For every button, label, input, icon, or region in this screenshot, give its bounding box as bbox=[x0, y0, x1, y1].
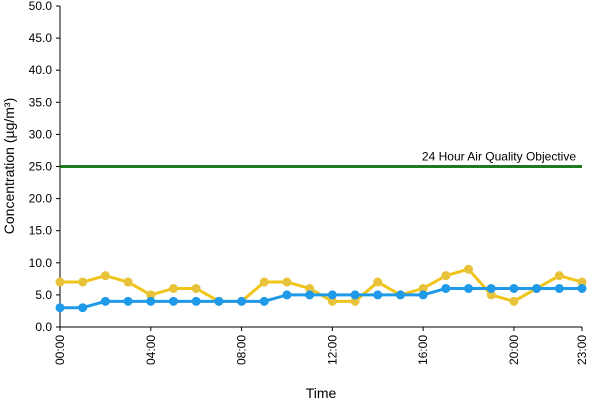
y-tick-label: 0.0 bbox=[35, 320, 52, 334]
x-tick-label: 16:00 bbox=[416, 335, 430, 365]
y-tick-label: 15.0 bbox=[29, 224, 53, 238]
series-1-point bbox=[100, 271, 110, 281]
series-2-point bbox=[554, 283, 564, 293]
series-1-point bbox=[441, 271, 451, 281]
y-tick-label: 25.0 bbox=[29, 160, 53, 174]
series-2-point bbox=[486, 283, 496, 293]
series-2-point bbox=[168, 296, 178, 306]
series-1-point bbox=[373, 277, 383, 287]
series-2-point bbox=[327, 290, 337, 300]
series-1-point bbox=[282, 277, 292, 287]
series-2-point bbox=[146, 296, 156, 306]
series-2-point bbox=[282, 290, 292, 300]
x-tick-label: 04:00 bbox=[144, 335, 158, 365]
series-2-point bbox=[464, 283, 474, 293]
series-1-point bbox=[123, 277, 133, 287]
series-2-point bbox=[55, 303, 65, 313]
series-2-point bbox=[373, 290, 383, 300]
axes bbox=[56, 5, 583, 331]
series-1-point bbox=[509, 296, 519, 306]
y-tick-label: 35.0 bbox=[29, 95, 53, 109]
x-tick-label: 20:00 bbox=[507, 335, 521, 365]
y-tick-label: 20.0 bbox=[29, 192, 53, 206]
series-2-point bbox=[305, 290, 315, 300]
series-2-point bbox=[441, 283, 451, 293]
reference-line-group: 24 Hour Air Quality Objective bbox=[60, 150, 582, 168]
y-tick-label: 30.0 bbox=[29, 127, 53, 141]
y-tick-label: 5.0 bbox=[35, 288, 52, 302]
reference-line-label: 24 Hour Air Quality Objective bbox=[422, 150, 576, 164]
series-1-point bbox=[78, 277, 88, 287]
series-2-point bbox=[214, 296, 224, 306]
series-2-point bbox=[237, 296, 247, 306]
y-tick-label: 40.0 bbox=[29, 63, 53, 77]
y-tick-label: 50.0 bbox=[29, 0, 53, 13]
series-2-point bbox=[395, 290, 405, 300]
tick-labels: 0.0 5.0 10.0 15.0 20.0 25.0 30.0 35.0 40.0 45.0 50… bbox=[29, 0, 589, 365]
series-2-point bbox=[509, 283, 519, 293]
series-2-point bbox=[123, 296, 133, 306]
series-1-point bbox=[191, 283, 201, 293]
x-tick-label: 23:00 bbox=[575, 335, 589, 365]
series-2-point bbox=[78, 303, 88, 313]
series-group bbox=[55, 264, 587, 313]
series-2-point bbox=[532, 283, 542, 293]
x-tick-label: 08:00 bbox=[235, 335, 249, 365]
x-tick-label: 12:00 bbox=[325, 335, 339, 365]
series-2-point bbox=[418, 290, 428, 300]
series-2-point bbox=[577, 283, 587, 293]
y-tick-label: 10.0 bbox=[29, 256, 53, 270]
series-1-line bbox=[60, 267, 583, 303]
series-1-point bbox=[55, 277, 65, 287]
series-2-point bbox=[259, 296, 269, 306]
series-1-point bbox=[168, 283, 178, 293]
series-1-point bbox=[464, 264, 474, 274]
y-tick-label: 45.0 bbox=[29, 31, 53, 45]
series-1-point bbox=[259, 277, 269, 287]
y-axis-title: Concentration (µg/m³) bbox=[1, 98, 17, 234]
x-tick-label: 00:00 bbox=[53, 335, 67, 365]
series-1-point bbox=[554, 271, 564, 281]
series-2-point bbox=[100, 296, 110, 306]
series-2-point bbox=[191, 296, 201, 306]
series-2-point bbox=[350, 290, 360, 300]
x-axis-title: Time bbox=[306, 385, 337, 400]
